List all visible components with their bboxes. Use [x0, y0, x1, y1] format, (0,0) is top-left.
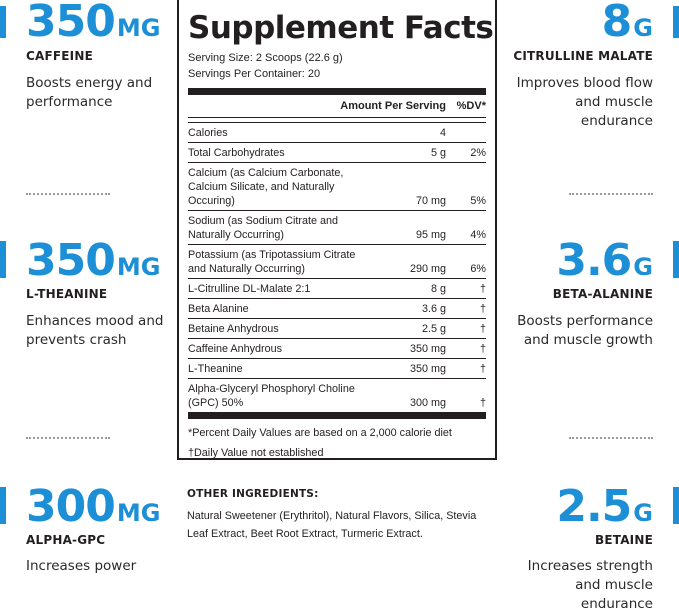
betaine-desc: Increases strength and muscle endurance — [527, 558, 653, 612]
facts-row-amount: 4 — [439, 127, 446, 139]
beta-alanine-label: BETA-ALANINE — [552, 287, 653, 301]
facts-row-name: Potassium (as Tripotassium Citrate and N… — [188, 249, 356, 275]
facts-row-dv: 6% — [470, 263, 486, 275]
l-theanine-desc: Enhances mood and prevents crash — [26, 313, 164, 348]
facts-row-name: L-Citrulline DL-Malate 2:1 — [188, 283, 311, 295]
right-column: 8G CITRULLINE MALATE Improves blood flow… — [509, 0, 679, 612]
header-amount: Amount Per Serving — [340, 100, 446, 112]
betaine-amount: 2.5G — [556, 481, 653, 532]
citrulline-label: CITRULLINE MALATE — [513, 49, 653, 63]
facts-row-dv: † — [479, 343, 486, 355]
other-ingredients: OTHER INGREDIENTS: Natural Sweetener (Er… — [187, 487, 497, 543]
facts-row-name: Sodium (as Sodium Citrate and Naturally … — [188, 215, 339, 241]
facts-row-dv: 5% — [470, 195, 486, 207]
facts-row-amount: 350 mg — [409, 363, 446, 375]
caffeine-desc: Boosts energy and performance — [26, 75, 153, 110]
caffeine-label: CAFFEINE — [26, 49, 93, 63]
facts-row-amount: 2.5 g — [421, 323, 446, 335]
facts-row-name: Betaine Anhydrous — [188, 323, 279, 335]
facts-rows: Calories 4 Total Carbohydrates 5 g 2% Calcium… — [188, 123, 486, 419]
facts-row-dv — [446, 126, 486, 140]
citrulline-desc: Improves blood flow and muscle endurance — [516, 75, 653, 129]
supplement-facts-panel: Supplement Facts Serving Size: 2 Scoops … — [177, 0, 497, 460]
header-dv: %DV* — [456, 100, 486, 112]
facts-row: L-Theanine 350 mg † — [188, 359, 486, 379]
accent-bar — [673, 487, 679, 524]
facts-row-amount: 70 mg — [415, 195, 446, 207]
facts-row: Calories 4 — [188, 123, 486, 143]
other-ingredients-title: OTHER INGREDIENTS: — [187, 488, 319, 500]
header-spacer — [188, 118, 486, 123]
facts-row: Beta Alanine 3.6 g † — [188, 299, 486, 319]
facts-title: Supplement Facts — [188, 10, 494, 46]
facts-row-amount: 95 mg — [415, 229, 446, 241]
facts-row-name: Calcium (as Calcium Carbonate, Calcium S… — [188, 167, 344, 207]
facts-row-amount: 3.6 g — [421, 303, 446, 315]
beta-alanine-amount: 3.6G — [556, 235, 653, 286]
facts-row-amount: 8 g — [430, 283, 446, 295]
facts-row-dv: 2% — [470, 147, 486, 159]
citrulline-amount: 8G — [601, 0, 653, 47]
facts-row-name: Total Carbohydrates — [188, 147, 285, 159]
facts-row: L-Citrulline DL-Malate 2:1 8 g † — [188, 279, 486, 299]
divider — [26, 193, 110, 195]
thick-rule — [188, 88, 486, 95]
facts-row-dv: † — [479, 323, 486, 335]
left-column: 350MG CAFFEINE Boosts energy and perform… — [0, 0, 170, 611]
facts-row-amount: 290 mg — [409, 263, 446, 275]
facts-row: Total Carbohydrates 5 g 2% — [188, 143, 486, 163]
caffeine-amount: 350MG — [26, 0, 161, 47]
facts-row-amount: 5 g — [430, 147, 446, 159]
facts-row: Betaine Anhydrous 2.5 g † — [188, 319, 486, 339]
accent-bar — [673, 6, 679, 38]
other-ingredients-text: Natural Sweetener (Erythritol), Natural … — [187, 510, 477, 540]
accent-bar — [0, 6, 6, 38]
divider — [569, 437, 653, 439]
facts-row-amount: 300 mg — [409, 397, 446, 409]
serving-size: Serving Size: 2 Scoops (22.6 g) — [188, 52, 343, 64]
facts-row-dv: † — [479, 397, 486, 409]
facts-row-name: Caffeine Anhydrous — [188, 343, 283, 355]
facts-row-name: Calories — [188, 127, 228, 139]
facts-row-amount: 350 mg — [409, 343, 446, 355]
facts-row-dv: 4% — [470, 229, 486, 241]
facts-row-name: L-Theanine — [188, 363, 243, 375]
alpha-gpc-label: ALPHA-GPC — [26, 533, 106, 547]
facts-row: Alpha-Glyceryl Phosphoryl Choline (GPC) … — [188, 379, 486, 419]
accent-bar — [673, 241, 679, 278]
l-theanine-label: L-THEANINE — [26, 287, 108, 301]
accent-bar — [0, 487, 6, 524]
l-theanine-amount: 350MG — [26, 235, 161, 286]
betaine-label: BETAINE — [595, 533, 653, 547]
facts-row: Calcium (as Calcium Carbonate, Calcium S… — [188, 163, 486, 211]
alpha-gpc-desc: Increases power — [26, 558, 137, 574]
divider — [26, 437, 110, 439]
facts-row-dv: † — [479, 363, 486, 375]
facts-row: Sodium (as Sodium Citrate and Naturally … — [188, 211, 486, 245]
divider — [569, 193, 653, 195]
facts-row-dv: † — [479, 283, 486, 295]
facts-header-row: Amount Per Serving %DV* — [188, 95, 486, 118]
facts-row: Caffeine Anhydrous 350 mg † — [188, 339, 486, 359]
servings-per-container: Servings Per Container: 20 — [188, 68, 321, 80]
facts-row-name: Beta Alanine — [188, 303, 249, 315]
facts-row-name: Alpha-Glyceryl Phosphoryl Choline (GPC) … — [188, 383, 355, 409]
footnote-not-established: †Daily Value not established — [188, 447, 324, 459]
facts-row-dv: † — [479, 303, 486, 315]
facts-row: Potassium (as Tripotassium Citrate and N… — [188, 245, 486, 279]
accent-bar — [0, 241, 6, 278]
alpha-gpc-amount: 300MG — [26, 481, 161, 532]
beta-alanine-desc: Boosts performance and muscle growth — [517, 313, 653, 348]
footnote-dv: *Percent Daily Values are based on a 2,0… — [188, 427, 452, 439]
